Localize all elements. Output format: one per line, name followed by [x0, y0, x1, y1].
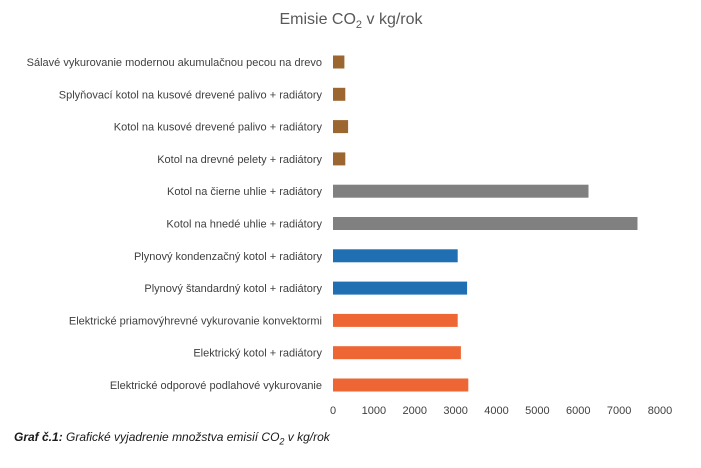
bar-8: [333, 281, 468, 295]
bar-7: [333, 249, 458, 263]
category-label: Elektrické odporové podlahové vykurovani…: [110, 380, 322, 392]
bar-10: [333, 346, 461, 360]
bars-group: [333, 55, 638, 392]
figure-caption: Graf č.1: Grafické vyjadrenie množstva e…: [14, 430, 330, 446]
caption-suffix: v kg/rok: [284, 430, 330, 444]
category-label: Kotol na hnedé uhlie + radiátory: [166, 219, 322, 231]
bar-3: [333, 120, 349, 134]
category-label: Kotol na drevné pelety + radiátory: [157, 154, 322, 166]
category-label: Elektrický kotol + radiátory: [193, 348, 322, 360]
x-tick-label: 3000: [443, 405, 467, 417]
x-tick-label: 5000: [525, 405, 549, 417]
category-label: Kotol na čierne uhlie + radiátory: [167, 186, 323, 198]
x-axis-ticks: 0 1000 2000 3000 4000 5000 6000 7000 8000: [330, 405, 672, 417]
category-label: Elektrické priamovýhrevné vykurovanie ko…: [69, 315, 322, 327]
caption-subscript: 2: [279, 436, 285, 447]
caption-label: Graf č.1:: [14, 430, 63, 444]
chart-title: Emisie CO2 v kg/rok: [279, 11, 423, 31]
x-tick-label: 6000: [566, 405, 590, 417]
bar-2: [333, 87, 346, 101]
bar-11: [333, 378, 469, 392]
bar-9: [333, 313, 458, 327]
x-tick-label: 0: [330, 405, 336, 417]
bar-4: [333, 152, 346, 166]
x-tick-label: 2000: [403, 405, 427, 417]
category-label: Sálavé vykurovanie modernou akumulačnou …: [27, 57, 322, 69]
category-label: Plynový kondenzačný kotol + radiátory: [134, 251, 323, 263]
bar-6: [333, 217, 638, 230]
x-tick-label: 8000: [648, 405, 672, 417]
caption-text: Grafické vyjadrenie množstva emisií CO: [62, 430, 280, 444]
x-tick-label: 7000: [607, 405, 631, 417]
bar-5: [333, 184, 589, 198]
category-labels: Sálavé vykurovanie modernou akumulačnou …: [27, 57, 323, 392]
x-tick-label: 1000: [362, 405, 386, 417]
bar-1: [333, 55, 345, 69]
x-tick-label: 4000: [484, 405, 508, 417]
category-label: Plynový štandardný kotol + radiátory: [144, 283, 322, 295]
category-label: Kotol na kusové drevené palivo + radiáto…: [114, 122, 323, 134]
category-label: Splyňovací kotol na kusové drevené paliv…: [59, 89, 323, 101]
